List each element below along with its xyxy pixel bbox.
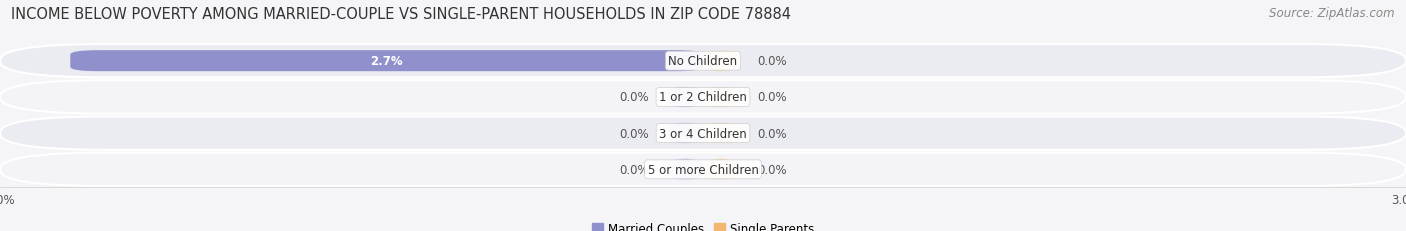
FancyBboxPatch shape bbox=[703, 87, 738, 108]
Text: Source: ZipAtlas.com: Source: ZipAtlas.com bbox=[1270, 7, 1395, 20]
FancyBboxPatch shape bbox=[70, 51, 703, 72]
FancyBboxPatch shape bbox=[0, 81, 1406, 114]
Text: 0.0%: 0.0% bbox=[756, 163, 786, 176]
Text: 1 or 2 Children: 1 or 2 Children bbox=[659, 91, 747, 104]
Text: 0.0%: 0.0% bbox=[756, 91, 786, 104]
FancyBboxPatch shape bbox=[668, 123, 703, 144]
FancyBboxPatch shape bbox=[0, 45, 1406, 78]
Text: 0.0%: 0.0% bbox=[620, 91, 650, 104]
Text: INCOME BELOW POVERTY AMONG MARRIED-COUPLE VS SINGLE-PARENT HOUSEHOLDS IN ZIP COD: INCOME BELOW POVERTY AMONG MARRIED-COUPL… bbox=[11, 7, 792, 22]
Text: 3 or 4 Children: 3 or 4 Children bbox=[659, 127, 747, 140]
FancyBboxPatch shape bbox=[668, 87, 703, 108]
Text: 0.0%: 0.0% bbox=[756, 55, 786, 68]
FancyBboxPatch shape bbox=[703, 123, 738, 144]
Text: 0.0%: 0.0% bbox=[620, 163, 650, 176]
Text: 0.0%: 0.0% bbox=[620, 127, 650, 140]
FancyBboxPatch shape bbox=[668, 159, 703, 180]
FancyBboxPatch shape bbox=[703, 159, 738, 180]
FancyBboxPatch shape bbox=[0, 117, 1406, 150]
Text: 0.0%: 0.0% bbox=[756, 127, 786, 140]
Text: 5 or more Children: 5 or more Children bbox=[648, 163, 758, 176]
FancyBboxPatch shape bbox=[703, 51, 738, 72]
Text: No Children: No Children bbox=[668, 55, 738, 68]
Legend: Married Couples, Single Parents: Married Couples, Single Parents bbox=[586, 217, 820, 231]
Text: 2.7%: 2.7% bbox=[370, 55, 404, 68]
FancyBboxPatch shape bbox=[0, 153, 1406, 186]
